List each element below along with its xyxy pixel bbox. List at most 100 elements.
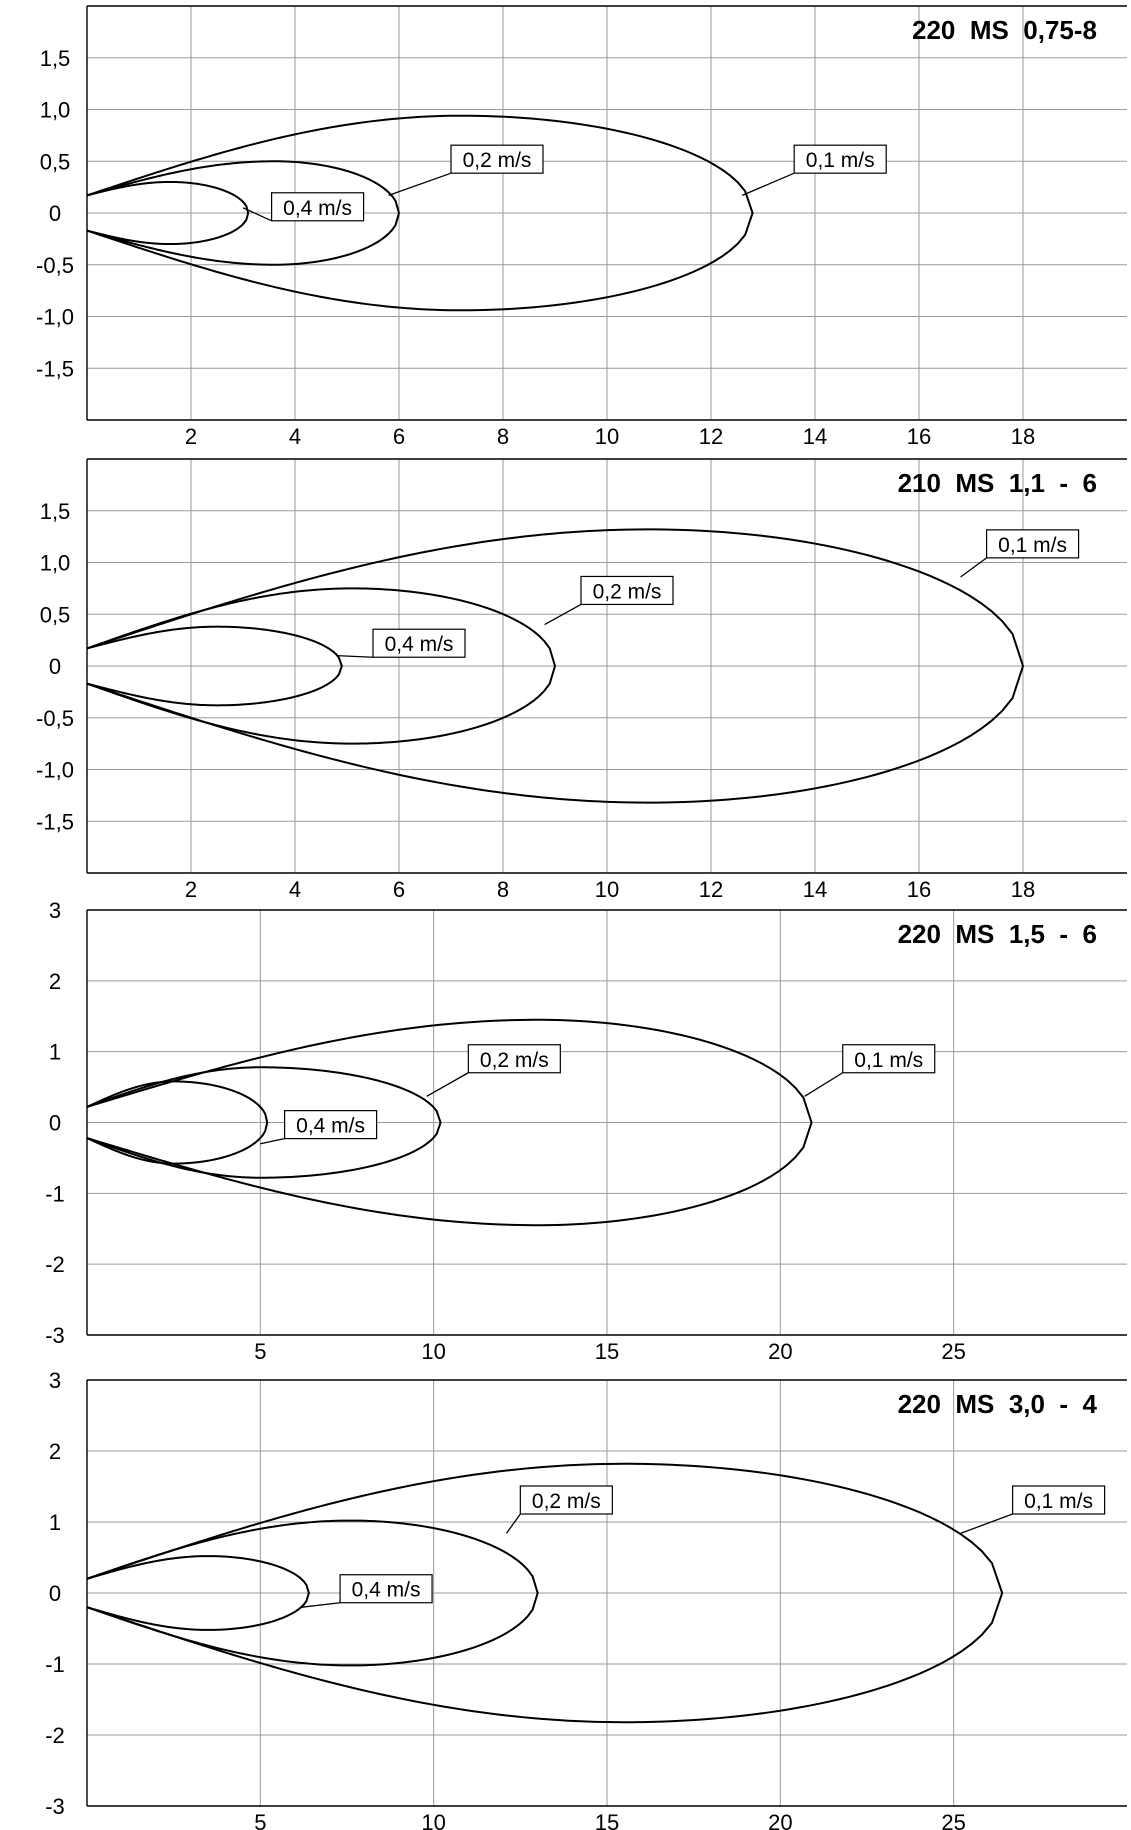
callout-box [372,628,466,658]
y-tick-label: 1,5 [40,499,71,524]
y-tick-label: -3 [45,1323,65,1348]
callout-box [793,144,887,174]
callout-leader [336,655,374,658]
y-tick-label: 1 [49,1040,61,1065]
y-tick-label: -1 [45,1181,65,1206]
x-tick-label: 12 [699,877,723,902]
series-label: 0,4 m/s [352,1579,421,1602]
x-tick-label: 14 [803,424,827,449]
x-tick-label: 6 [393,877,405,902]
x-tick-label: 4 [289,877,301,902]
series-curve-1 [86,1555,310,1631]
y-tick-label: -2 [45,1252,65,1277]
callout-leader [960,557,987,578]
callout-leader [260,1137,285,1145]
x-tick-label: 18 [1011,877,1035,902]
callout-box [284,1110,378,1140]
callout-box [842,1044,936,1074]
x-tick-label: 25 [941,1339,965,1364]
y-tick-label: -0,5 [36,253,74,278]
y-tick-label: -3 [45,1794,65,1819]
x-tick-label: 10 [421,1810,445,1830]
series-curve-3 [86,1018,813,1227]
callout-box [467,1044,561,1074]
chart-panel-1: 2 4 6 8 10 12 14 16 18 1,5 1,0 0,5 0 -0,5 -1,0 -1,5 220 … [36,5,1127,449]
x-tick-label: 15 [595,1339,619,1364]
series-curve-1 [86,1080,269,1165]
series-curve-2 [86,1066,442,1179]
callout-leader [505,1513,521,1534]
x-tick-label: 15 [595,1810,619,1830]
x-tick-label: 2 [185,424,197,449]
y-tick-label: -2 [45,1723,65,1748]
y-tick-label: -1,0 [36,305,74,330]
x-tick-label: 10 [421,1339,445,1364]
y-tick-label: 1,0 [40,551,71,576]
x-tick-label: 5 [254,1810,266,1830]
y-tick-label: 2 [49,969,61,994]
chart-title: 220 MS 0,75-8 [912,15,1097,45]
callout-leader [804,1072,844,1097]
y-tick-label: 2 [49,1439,61,1464]
y-tick-label: -1 [45,1652,65,1677]
x-tick-label: 14 [803,877,827,902]
x-tick-label: 5 [254,1339,266,1364]
callout-box [985,529,1080,559]
callout-box [519,1485,613,1515]
x-tick-label: 18 [1011,424,1035,449]
x-tick-label: 10 [595,877,619,902]
y-tick-label: 1 [49,1510,61,1535]
y-tick-label: -1,5 [36,356,74,381]
series-curve-1 [86,625,343,707]
callout-box [271,192,365,222]
y-tick-label: -1,0 [36,758,74,783]
series-label: 0,2 m/s [532,1490,601,1513]
callout-leader [426,1072,469,1097]
callout-leader [242,207,272,222]
x-tick-label: 16 [907,424,931,449]
y-tick-label: 0,5 [40,149,71,174]
y-tick-label: -1,5 [36,809,74,834]
series-label: 0,2 m/s [463,149,532,172]
series-curve-3 [86,1462,1004,1724]
chart-panel-2: 2 4 6 8 10 12 14 16 18 1,5 1,0 0,5 0 -0,5 -1,0 -1,5 210 … [36,458,1127,902]
series-label: 0,1 m/s [854,1049,923,1072]
series-label: 0,4 m/s [283,197,352,220]
x-tick-label: 4 [289,424,301,449]
chart-title: 210 MS 1,1 - 6 [898,468,1097,498]
chart-title: 220 MS 1,5 - 6 [898,919,1097,949]
series-curve-3 [86,528,1025,804]
series-label: 0,4 m/s [296,1115,365,1138]
y-tick-label: 0 [49,201,61,226]
y-tick-label: 3 [49,898,61,923]
y-tick-label: 1,5 [40,46,71,71]
x-tick-label: 16 [907,877,931,902]
callout-box [1011,1485,1106,1515]
callout-leader [960,1513,1013,1534]
series-label: 0,2 m/s [480,1049,549,1072]
x-tick-label: 2 [185,877,197,902]
x-tick-label: 8 [497,877,509,902]
x-tick-label: 25 [941,1810,965,1830]
callout-box [580,575,674,606]
y-tick-label: 0 [49,1581,61,1606]
y-tick-label: 0,5 [40,602,71,627]
y-tick-label: 0 [49,1111,61,1136]
callout-leader [741,172,795,197]
x-tick-label: 8 [497,424,509,449]
series-label: 0,2 m/s [593,580,662,603]
series-label: 0,1 m/s [1024,1490,1093,1513]
x-tick-label: 20 [768,1810,792,1830]
series-label: 0,1 m/s [806,149,875,172]
series-label: 0,1 m/s [998,534,1067,557]
y-tick-label: 3 [49,1368,61,1393]
y-tick-label: -0,5 [36,706,74,731]
callout-leader [544,603,582,626]
callout-box [339,1574,433,1604]
chart-title: 220 MS 3,0 - 4 [898,1389,1098,1419]
x-tick-label: 6 [393,424,405,449]
callout-leader [388,172,452,197]
